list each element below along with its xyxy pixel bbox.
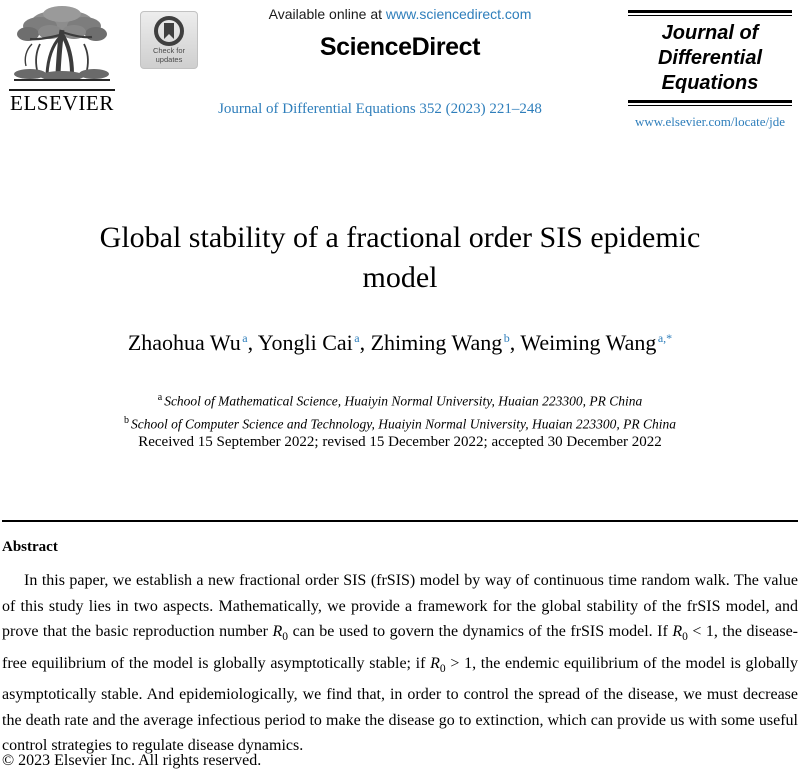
author-name: Weiming Wang bbox=[520, 330, 657, 355]
journal-title-line2: Differential bbox=[657, 47, 763, 69]
elsevier-logo-rule bbox=[9, 89, 115, 91]
sciencedirect-logo: ScienceDirect bbox=[319, 33, 481, 61]
crossmark-line2: updates bbox=[155, 54, 183, 64]
available-online-prefix: Available online at bbox=[268, 6, 386, 22]
masthead-top-rule-thick bbox=[628, 10, 792, 13]
author-affiliation-marker: a,* bbox=[657, 330, 673, 345]
elsevier-wordmark: ELSEVIER bbox=[10, 91, 114, 115]
affiliation-text: School of Computer Science and Technolog… bbox=[130, 416, 677, 431]
sciencedirect-block: Available online at www.sciencedirect.co… bbox=[200, 6, 600, 62]
crossmark-line1: Check for bbox=[152, 46, 186, 55]
elsevier-logo: ELSEVIER bbox=[6, 4, 118, 114]
elsevier-tree-icon bbox=[14, 6, 110, 81]
check-for-updates-badge[interactable]: Check for updates bbox=[140, 11, 198, 69]
abstract-divider bbox=[2, 520, 798, 522]
sciencedirect-url-link[interactable]: www.sciencedirect.com bbox=[385, 6, 532, 22]
masthead-bottom-rule-thick bbox=[628, 100, 792, 103]
affiliation-text: School of Mathematical Science, Huaiyin … bbox=[164, 393, 643, 409]
author-item: Zhaohua Wu a bbox=[128, 330, 248, 355]
journal-title-line1: Journal of bbox=[661, 22, 759, 44]
affiliation-item: a School of Mathematical Science, Huaiyin… bbox=[40, 388, 760, 411]
math-symbol-r0: R0 bbox=[430, 654, 446, 675]
abstract-part-4: > 1, the endemic equilibrium of the mode… bbox=[2, 654, 798, 755]
page-title: Global stability of a fractional order S… bbox=[99, 221, 701, 294]
copyright-line: © 2023 Elsevier Inc. All rights reserved… bbox=[2, 752, 262, 769]
masthead-top-rule-thin bbox=[628, 15, 792, 16]
author-item: Zhiming Wang b bbox=[371, 330, 510, 355]
author-item: Weiming Wang a,* bbox=[520, 330, 672, 355]
author-name: Zhaohua Wu bbox=[127, 330, 241, 355]
journal-title-line3: Equations bbox=[661, 72, 759, 94]
abstract-heading: Abstract bbox=[2, 539, 58, 555]
abstract-paragraph: In this paper, we establish a new fracti… bbox=[2, 568, 798, 759]
affiliation-marker: a bbox=[157, 392, 163, 403]
journal-title: Journal of Differential Equations bbox=[628, 16, 792, 100]
page-header: ELSEVIER Check for updates Available onl… bbox=[0, 0, 800, 160]
title-block: Global stability of a fractional order S… bbox=[60, 218, 740, 298]
abstract-body: In this paper, we establish a new fracti… bbox=[2, 568, 798, 759]
abstract-part-3: < 1, the disease-free equilibrium of the… bbox=[2, 623, 799, 672]
math-symbol-r0: R0 bbox=[672, 623, 688, 644]
journal-homepage-link[interactable]: www.elsevier.com/locate/jde bbox=[634, 114, 786, 129]
math-symbol-r: R bbox=[272, 623, 283, 640]
math-symbol-r0: R0 bbox=[272, 623, 289, 644]
author-list: Zhaohua Wu a, Yongli Cai a, Zhiming Wang b,… bbox=[40, 330, 760, 356]
author-item: Yongli Cai a bbox=[258, 330, 360, 355]
math-symbol-subscript: 0 bbox=[682, 631, 688, 644]
math-symbol-r: R bbox=[430, 654, 440, 672]
author-affiliation-marker: a bbox=[242, 330, 248, 345]
author-separator: , bbox=[359, 330, 371, 355]
abstract-part-1: In this paper, we establish a new fracti… bbox=[2, 572, 798, 640]
journal-masthead: Journal of Differential Equations www.el… bbox=[628, 10, 792, 130]
author-affiliation-marker: b bbox=[503, 330, 510, 345]
author-separator: , bbox=[509, 330, 521, 355]
crossmark-icon bbox=[154, 16, 184, 46]
check-for-updates-label: Check for updates bbox=[141, 46, 197, 64]
masthead-bottom-rule-thin bbox=[628, 105, 792, 106]
abstract-part-2: can be used to govern the dynamics of th… bbox=[288, 623, 673, 640]
affiliation-list: a School of Mathematical Science, Huaiyin… bbox=[40, 388, 760, 433]
author-separator: , bbox=[247, 330, 258, 355]
math-symbol-subscript: 0 bbox=[439, 662, 446, 675]
author-affiliation-marker: a bbox=[354, 330, 360, 345]
journal-citation-line: Journal of Differential Equations 352 (2… bbox=[218, 101, 542, 117]
author-name: Yongli Cai bbox=[257, 330, 353, 355]
available-online-text: Available online at www.sciencedirect.co… bbox=[200, 6, 600, 22]
affiliation-item: b School of Computer Science and Technolo… bbox=[40, 411, 760, 434]
affiliation-marker: b bbox=[123, 414, 129, 426]
article-history: Received 15 September 2022; revised 15 D… bbox=[138, 434, 662, 450]
math-symbol-r: R bbox=[672, 623, 683, 640]
math-symbol-subscript: 0 bbox=[282, 631, 289, 644]
author-name: Zhiming Wang bbox=[370, 330, 503, 355]
